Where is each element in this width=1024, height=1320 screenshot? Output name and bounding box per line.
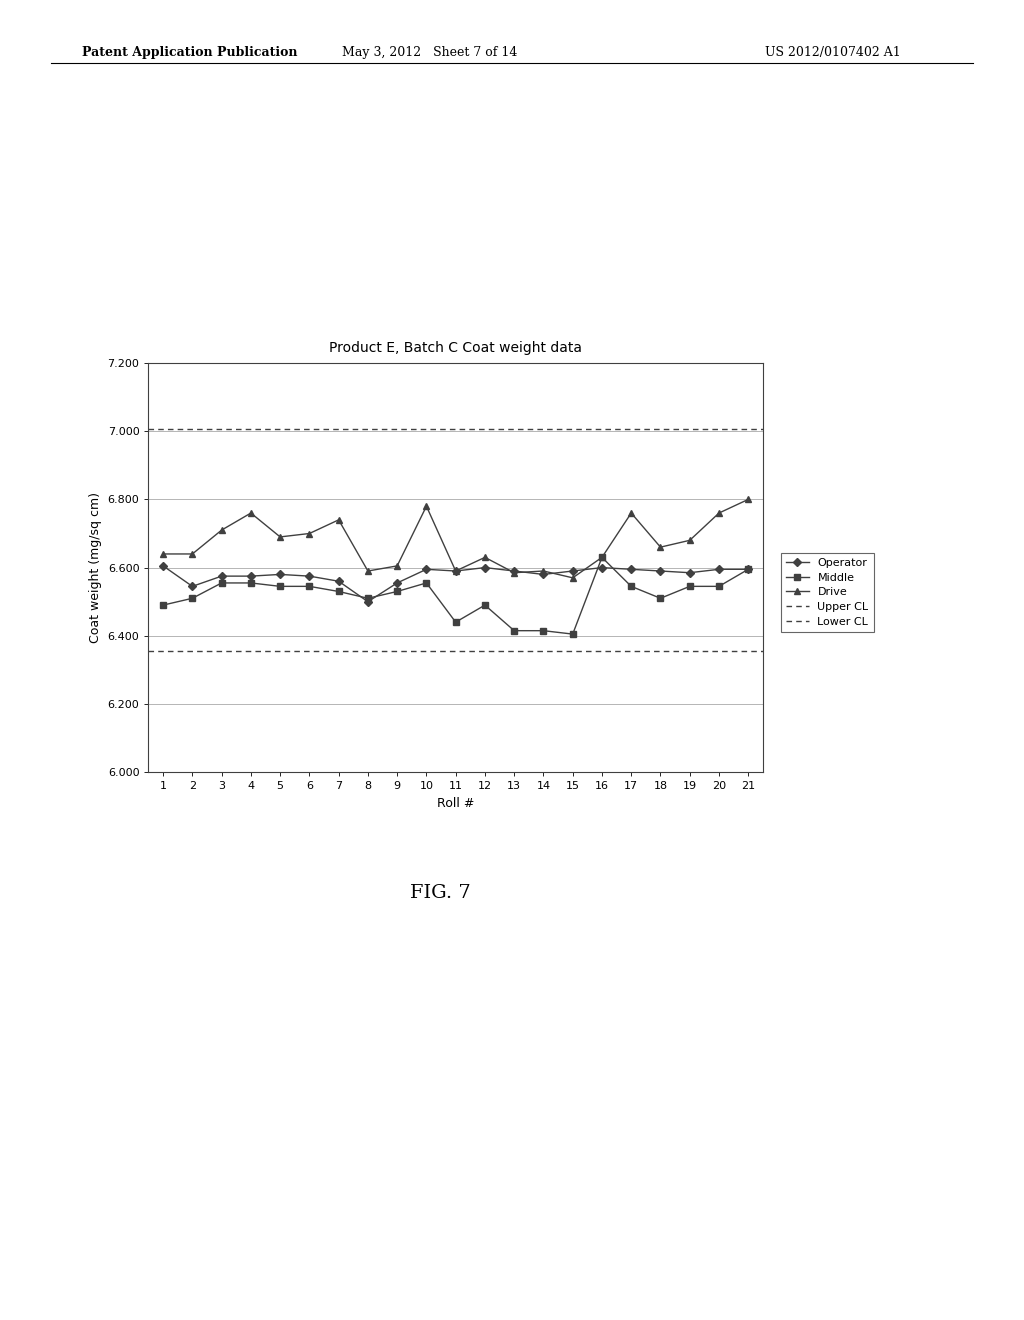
Text: May 3, 2012   Sheet 7 of 14: May 3, 2012 Sheet 7 of 14 xyxy=(342,46,518,59)
Y-axis label: Coat weight (mg/sq cm): Coat weight (mg/sq cm) xyxy=(89,492,102,643)
X-axis label: Roll #: Roll # xyxy=(437,797,474,809)
Text: US 2012/0107402 A1: US 2012/0107402 A1 xyxy=(765,46,901,59)
Text: Patent Application Publication: Patent Application Publication xyxy=(82,46,297,59)
Legend: Operator, Middle, Drive, Upper CL, Lower CL: Operator, Middle, Drive, Upper CL, Lower… xyxy=(780,553,874,632)
Title: Product E, Batch C Coat weight data: Product E, Batch C Coat weight data xyxy=(329,341,583,355)
Text: FIG. 7: FIG. 7 xyxy=(410,884,471,903)
